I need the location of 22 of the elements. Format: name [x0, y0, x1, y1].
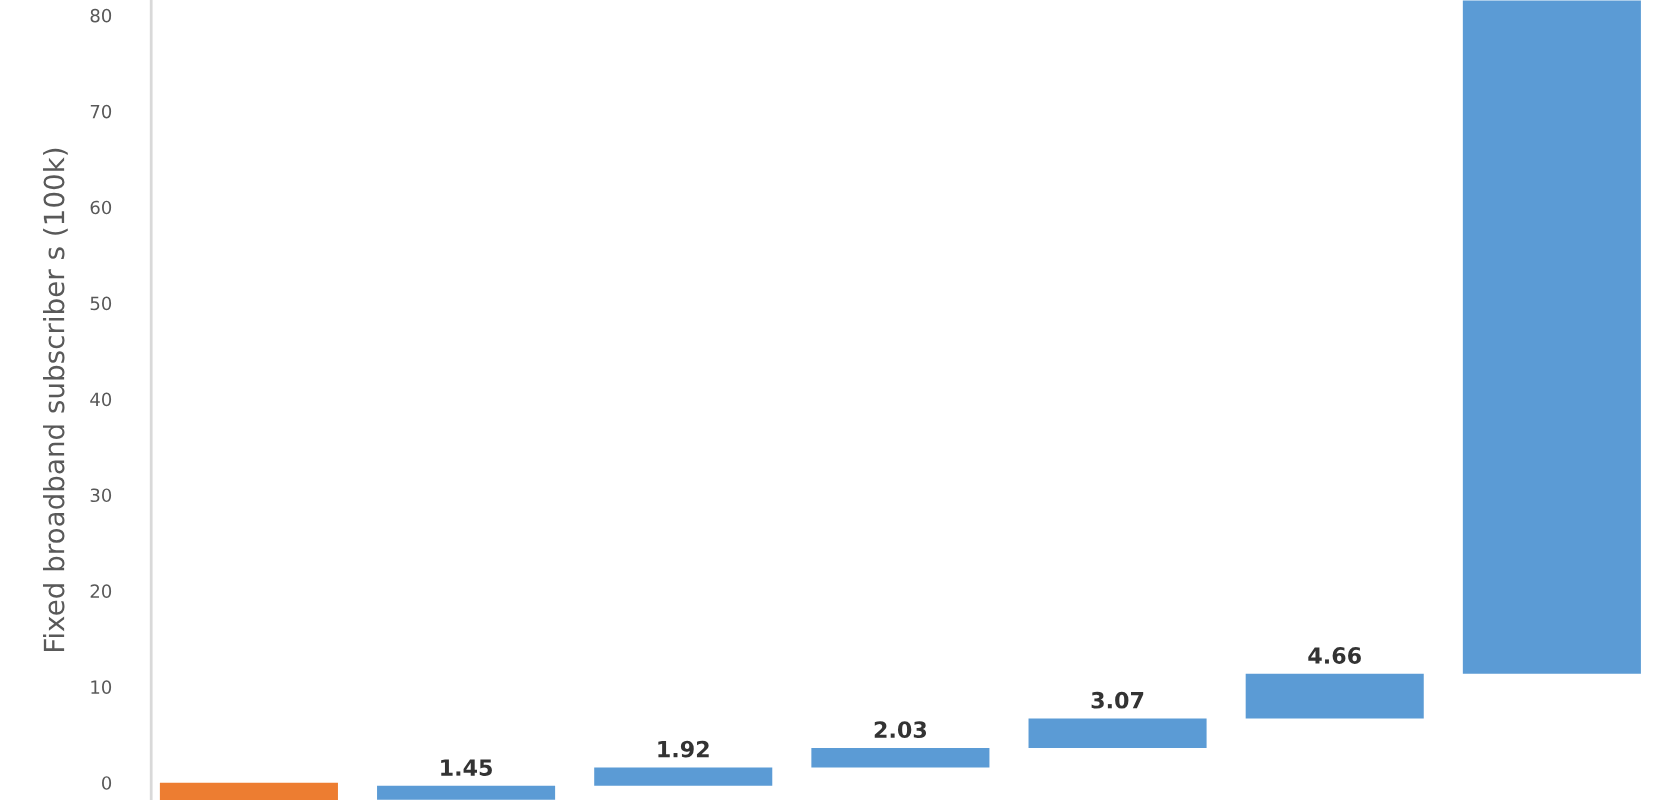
data-label: 1.92	[658, 740, 709, 758]
bar	[1245, 673, 1424, 719]
bar	[377, 785, 556, 800]
bar	[811, 747, 990, 768]
y-tick-label: 30	[90, 488, 112, 503]
data-label: 2.03	[874, 721, 927, 739]
y-axis-title: Fixed broadband subscriber s (100k)	[43, 148, 68, 651]
y-tick-label: 20	[90, 584, 112, 598]
data-label: 4.66	[1308, 647, 1361, 664]
y-tick-label: 70	[90, 104, 112, 119]
data-label: 1.45	[441, 759, 492, 776]
bar	[594, 767, 773, 786]
y-tick-label: 40	[90, 392, 112, 407]
bar	[1462, 0, 1641, 674]
y-tick-label: 0	[102, 776, 112, 790]
y-tick-label: 10	[91, 680, 112, 694]
bar	[159, 782, 338, 800]
bar	[1028, 718, 1207, 748]
data-label: 3.07	[1091, 691, 1144, 709]
y-tick-label: 80	[90, 8, 112, 23]
y-tick-label: 60	[90, 200, 112, 215]
y-tick-label: 50	[90, 296, 112, 311]
